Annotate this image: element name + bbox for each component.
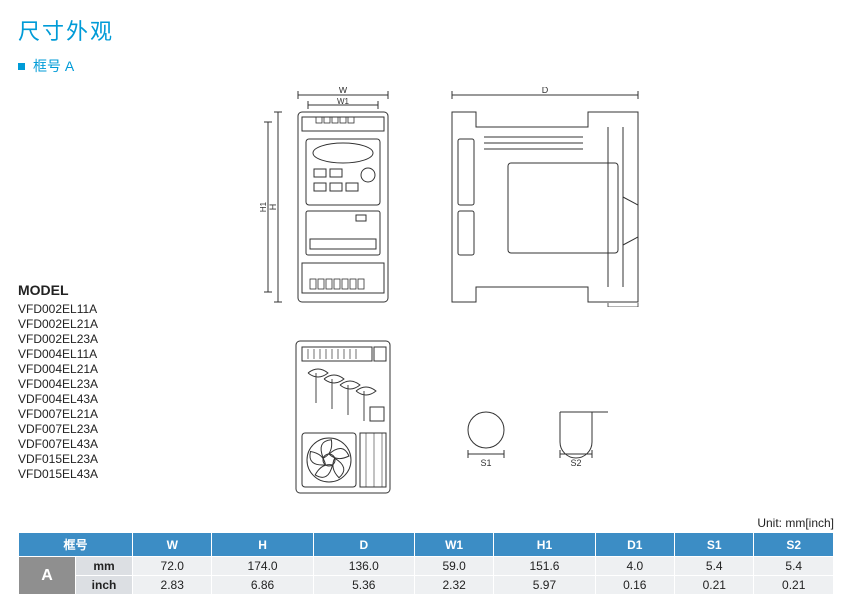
table-header: W1	[414, 533, 493, 557]
model-item: VFD002EL11A	[18, 302, 138, 317]
model-item: VDF004EL43A	[18, 392, 138, 407]
model-item: VFD004EL21A	[18, 362, 138, 377]
value-cell: 5.97	[494, 576, 595, 595]
model-heading: MODEL	[18, 282, 138, 300]
dim-label-w: W	[339, 87, 348, 95]
value-cell: 59.0	[414, 557, 493, 576]
value-cell: 5.36	[313, 576, 414, 595]
section-heading: 框号 A	[18, 56, 834, 76]
model-item: VDF007EL23A	[18, 422, 138, 437]
model-item: VFD002EL21A	[18, 317, 138, 332]
dim-label-w1: W1	[337, 97, 350, 106]
value-cell: 0.21	[675, 576, 754, 595]
table-header: D1	[595, 533, 674, 557]
value-cell: 0.16	[595, 576, 674, 595]
table-header: D	[313, 533, 414, 557]
dim-label-h1: H1	[259, 201, 268, 212]
side-view-diagram: D D1	[438, 87, 658, 307]
value-cell: 5.4	[754, 557, 834, 576]
model-item: VFD015EL43A	[18, 467, 138, 482]
table-header: H1	[494, 533, 595, 557]
table-header: H	[212, 533, 313, 557]
unit-cell: mm	[76, 557, 133, 576]
table-header: S1	[675, 533, 754, 557]
unit-cell: inch	[76, 576, 133, 595]
value-cell: 136.0	[313, 557, 414, 576]
front-height-dims: H H1	[258, 87, 288, 307]
mounting-holes-diagram: S1 S2	[448, 402, 648, 472]
dim-label-d: D	[542, 87, 549, 95]
table-header: W	[133, 533, 212, 557]
value-cell: 0.21	[754, 576, 834, 595]
value-cell: 151.6	[494, 557, 595, 576]
page-title: 尺寸外观	[18, 14, 834, 46]
table-header: S2	[754, 533, 834, 557]
model-item: VFD004EL23A	[18, 377, 138, 392]
model-item: VDF007EL43A	[18, 437, 138, 452]
dimension-table: 框号WHDW1H1D1S1S2 Amm72.0174.0136.059.0151…	[18, 532, 834, 595]
model-item: VFD002EL23A	[18, 332, 138, 347]
table-row: Amm72.0174.0136.059.0151.64.05.45.4	[19, 557, 834, 576]
model-item: VFD007EL21A	[18, 407, 138, 422]
value-cell: 4.0	[595, 557, 674, 576]
frame-cell: A	[19, 557, 76, 595]
value-cell: 2.83	[133, 576, 212, 595]
unit-label: Unit: mm[inch]	[18, 516, 834, 530]
front-view-diagram: W W1	[288, 87, 398, 307]
model-item: VDF015EL23A	[18, 452, 138, 467]
table-header-frame: 框号	[19, 533, 133, 557]
value-cell: 5.4	[675, 557, 754, 576]
dim-label-s2: S2	[570, 458, 581, 468]
section-label: 框号 A	[33, 56, 74, 76]
model-list: MODEL VFD002EL11AVFD002EL21AVFD002EL23AV…	[18, 282, 138, 482]
model-item: VFD004EL11A	[18, 347, 138, 362]
table-row: inch2.836.865.362.325.970.160.210.21	[19, 576, 834, 595]
dim-label-h: H	[268, 204, 278, 211]
value-cell: 72.0	[133, 557, 212, 576]
value-cell: 6.86	[212, 576, 313, 595]
dimension-diagrams: W W1 H H1	[138, 82, 834, 512]
value-cell: 174.0	[212, 557, 313, 576]
value-cell: 2.32	[414, 576, 493, 595]
bottom-view-diagram	[288, 337, 398, 497]
square-bullet-icon	[18, 63, 25, 70]
dim-label-s1: S1	[480, 458, 491, 468]
